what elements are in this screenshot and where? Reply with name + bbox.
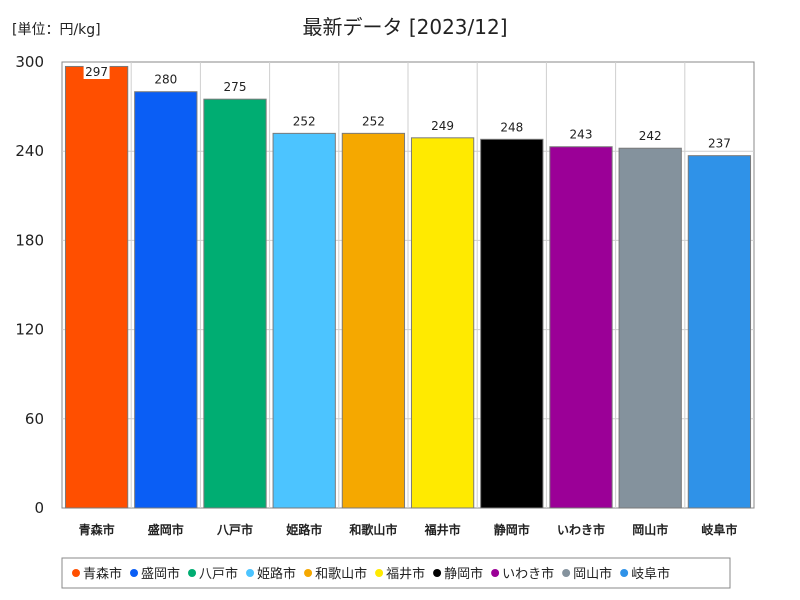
x-tick-label: 姫路市 <box>286 522 322 537</box>
legend-entry: 姫路市 <box>257 566 296 582</box>
x-tick-label: 静岡市 <box>494 522 530 537</box>
legend-marker <box>188 569 197 577</box>
bar <box>410 137 475 509</box>
data-label: 249 <box>431 119 454 133</box>
data-label-bg <box>83 65 110 79</box>
x-tick-label: 盛岡市 <box>148 522 184 537</box>
unit-label: [単位：円/kg] <box>12 22 101 38</box>
data-label: 252 <box>293 114 316 128</box>
x-tick-label: 八戸市 <box>216 522 253 537</box>
y-tick-label: 120 <box>15 321 44 339</box>
data-label: 243 <box>570 128 593 142</box>
y-tick-label: 240 <box>15 142 44 160</box>
bar <box>64 65 129 509</box>
x-tick-label: 岐阜市 <box>701 522 737 537</box>
legend-marker <box>491 569 500 577</box>
data-label: 275 <box>224 80 247 94</box>
data-label: 297 <box>85 65 108 79</box>
legend-entry: 八戸市 <box>199 566 238 582</box>
x-tick-label: 和歌山市 <box>348 522 397 537</box>
legend-entry: 岡山市 <box>573 566 612 582</box>
legend-marker <box>304 569 313 577</box>
bar <box>203 98 267 509</box>
legend-entry: 青森市 <box>83 566 122 582</box>
y-tick-label: 60 <box>25 410 44 428</box>
legend-entry: 岐阜市 <box>631 566 670 582</box>
legend-marker <box>130 569 139 577</box>
legend-marker <box>562 569 571 577</box>
bar <box>134 91 198 509</box>
legend-entry: いわき市 <box>502 566 554 582</box>
chart-title: 最新データ [2023/12] <box>302 15 507 39</box>
legend-marker <box>375 569 384 577</box>
y-tick-label: 300 <box>15 53 44 71</box>
data-label: 280 <box>154 73 177 87</box>
legend-entry: 和歌山市 <box>315 566 367 582</box>
y-tick-label: 0 <box>34 499 44 517</box>
bar <box>480 138 544 509</box>
legend-entry: 盛岡市 <box>141 566 180 582</box>
bar <box>272 132 336 509</box>
bar <box>618 147 682 509</box>
legend-marker <box>246 569 255 577</box>
legend-entry: 静岡市 <box>444 566 483 582</box>
x-tick-label: 岡山市 <box>632 522 668 537</box>
data-label: 237 <box>708 137 731 151</box>
data-label: 252 <box>362 114 385 128</box>
data-label: 242 <box>639 129 662 143</box>
y-axis: 0 60 120 180 240 300 <box>15 53 44 517</box>
legend-marker <box>72 569 80 577</box>
legend: 青森市 盛岡市 八戸市 姫路市 和歌山市 福井市 静岡市 いわき市 岡山市 岐阜市 <box>72 566 670 582</box>
legend-box <box>61 557 731 589</box>
legend-entry: 福井市 <box>386 566 425 582</box>
bar <box>687 155 752 509</box>
x-tick-label: 福井市 <box>424 522 461 537</box>
legend-marker <box>433 569 442 577</box>
bars: 297 280 275 252 252 249 248 243 242 237 <box>64 65 752 509</box>
x-tick-label: いわき市 <box>557 522 605 537</box>
y-tick-label: 180 <box>15 231 44 249</box>
bar <box>341 132 406 509</box>
legend-marker <box>620 569 629 577</box>
bar <box>549 146 613 509</box>
x-tick-label: 青森市 <box>79 522 115 537</box>
data-label: 248 <box>500 120 523 134</box>
x-axis: 青森市 盛岡市 八戸市 姫路市 和歌山市 福井市 静岡市 いわき市 岡山市 岐阜市 <box>79 522 738 537</box>
